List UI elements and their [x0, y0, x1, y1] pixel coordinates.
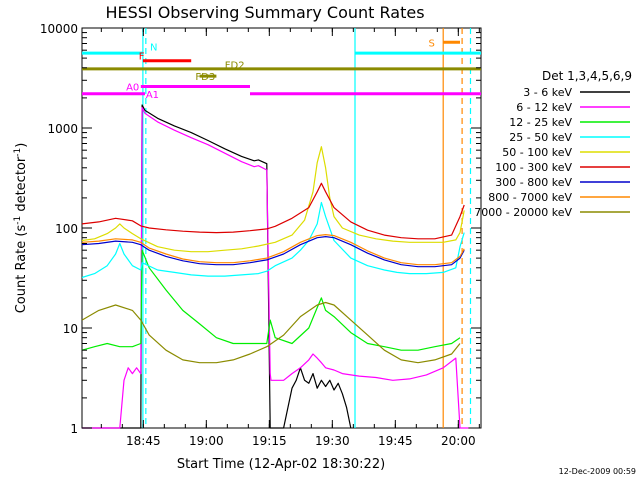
- legend-label-5: 100 - 300 keV: [495, 161, 572, 174]
- axis-ticks: 18:45 19:00 19:15 19:30 19:45 20:00 1 10 100 1000…: [40, 22, 481, 448]
- x-axis-label: Start Time (12-Apr-02 18:30:22): [177, 457, 385, 472]
- series-layer: [81, 104, 469, 429]
- legend: Det 1,3,4,5,6,9 3 - 6 keV 6 - 12 keV 12 - …: [474, 69, 632, 219]
- legend-label-7: 800 - 7000 keV: [488, 191, 572, 204]
- x-tick-label-4: 19:45: [378, 434, 413, 448]
- state-label-a1: A1: [146, 90, 159, 101]
- y-label-sup2: -1: [13, 148, 23, 157]
- state-label-n: N: [150, 43, 157, 54]
- x-tick-label-0: 18:45: [126, 434, 161, 448]
- state-label-fd3: FD3: [195, 72, 215, 83]
- legend-label-8: 7000 - 20000 keV: [474, 206, 572, 219]
- series-line-5: [81, 182, 465, 240]
- legend-label-4: 50 - 100 keV: [502, 146, 572, 159]
- y-tick-label-3: 1000: [47, 122, 78, 136]
- x-tick-label-2: 19:15: [252, 434, 287, 448]
- state-label-a0: A0: [126, 83, 139, 94]
- y-tick-label-1: 10: [63, 322, 78, 336]
- y-tick-label-2: 100: [55, 222, 78, 236]
- series-line-3: [81, 201, 465, 279]
- state-label-fd2: FD2: [225, 61, 245, 72]
- legend-title: Det 1,3,4,5,6,9: [542, 69, 632, 83]
- series-line-4: [81, 146, 465, 253]
- series-line-1: [82, 106, 469, 429]
- footer-date: 12-Dec-2009 00:59: [559, 467, 636, 476]
- background-layer: NF FD2 FD3 A0 A1 S: [82, 28, 481, 428]
- y-tick-label-0: 1: [70, 422, 78, 436]
- chart-title: HESSI Observing Summary Count Rates: [105, 3, 424, 22]
- y-axis-label: Count Rate (s-1 detector-1): [13, 143, 29, 314]
- legend-label-3: 25 - 50 keV: [509, 131, 572, 144]
- y-tick-label-4: 10000: [40, 22, 78, 36]
- series-line-0: [82, 104, 352, 429]
- x-tick-label-5: 20:00: [441, 434, 476, 448]
- state-label-s: S: [429, 38, 435, 49]
- x-tick-label-1: 19:00: [189, 434, 224, 448]
- x-tick-label-3: 19:30: [315, 434, 350, 448]
- y-label-part1: Count Rate (s: [14, 225, 29, 314]
- series-line-6: [81, 236, 465, 268]
- y-label-sup1: -1: [13, 216, 23, 225]
- legend-label-1: 6 - 12 keV: [516, 101, 572, 114]
- series-line-2: [81, 249, 461, 351]
- legend-label-6: 300 - 800 keV: [495, 176, 572, 189]
- series-line-8: [81, 301, 461, 364]
- y-label-part3: ): [14, 143, 29, 148]
- state-label-f: F: [139, 52, 145, 63]
- series-line-7: [81, 234, 465, 266]
- legend-label-2: 12 - 25 keV: [509, 116, 572, 129]
- legend-label-0: 3 - 6 keV: [523, 86, 572, 99]
- y-label-part2: detector: [14, 156, 29, 216]
